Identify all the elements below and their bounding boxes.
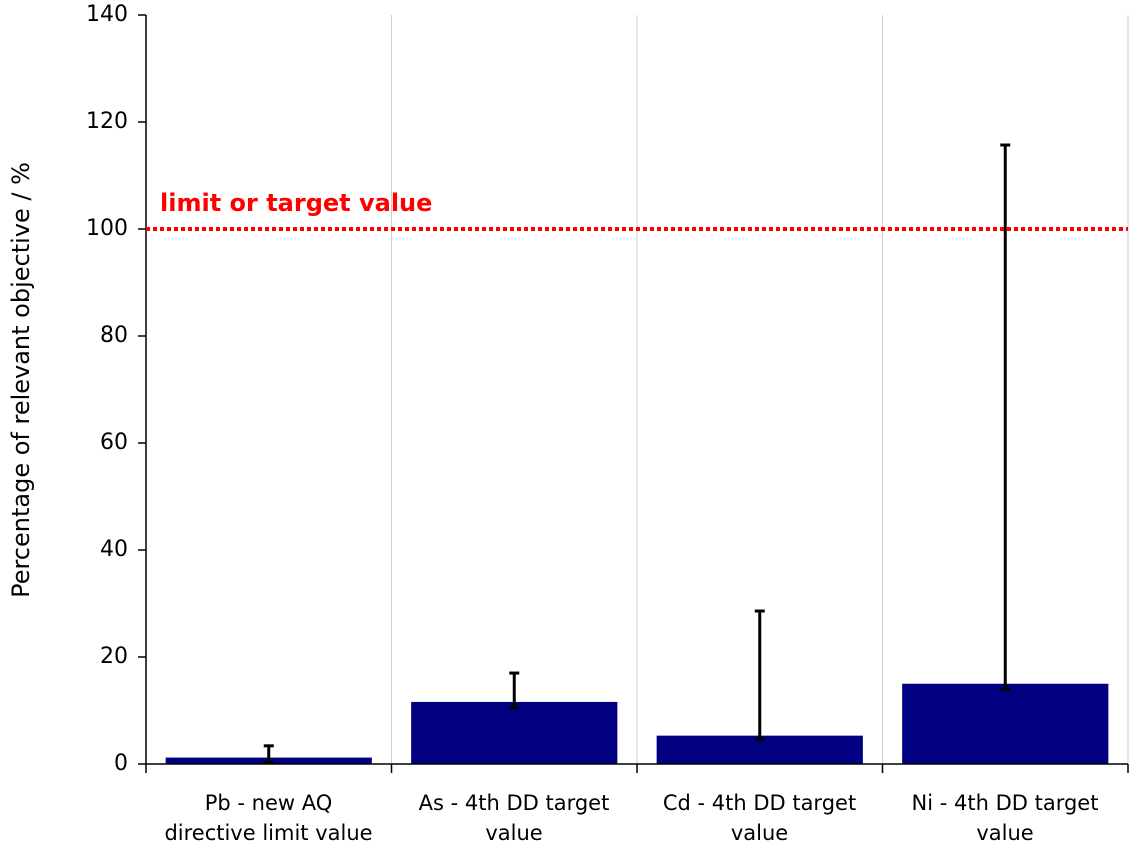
reference-label: limit or target value (160, 189, 432, 217)
y-tick-label: 40 (100, 537, 128, 562)
bar (902, 683, 1109, 764)
x-tick-label-line: directive limit value (164, 821, 373, 845)
x-tick-label-line: As - 4th DD target (418, 791, 610, 815)
x-tick-label-line: value (976, 821, 1034, 845)
y-tick-label: 0 (114, 751, 128, 776)
y-tick-label: 100 (86, 216, 128, 241)
y-tick-label: 120 (86, 109, 128, 134)
x-tick-label-line: value (485, 821, 543, 845)
y-tick-label: 140 (86, 2, 128, 27)
x-tick-label: As - 4th DD target value (392, 788, 637, 848)
x-tick-label-line: Ni - 4th DD target (911, 791, 1099, 815)
x-tick-label-line: Cd - 4th DD target (662, 791, 857, 815)
x-tick-label-line: value (730, 821, 789, 845)
x-tick-label: Pb - new AQ directive limit value (146, 788, 391, 848)
x-tick-label: Ni - 4th DD target value (883, 788, 1128, 848)
x-tick-label: Cd - 4th DD target value (637, 788, 882, 848)
y-tick-label: 20 (100, 644, 128, 669)
x-tick-label-line: Pb - new AQ (204, 791, 333, 815)
bar (411, 701, 618, 764)
y-tick-label: 80 (100, 323, 128, 348)
y-axis-title: Percentage of relevant objective / % (7, 162, 35, 598)
y-tick-label: 60 (100, 430, 128, 455)
